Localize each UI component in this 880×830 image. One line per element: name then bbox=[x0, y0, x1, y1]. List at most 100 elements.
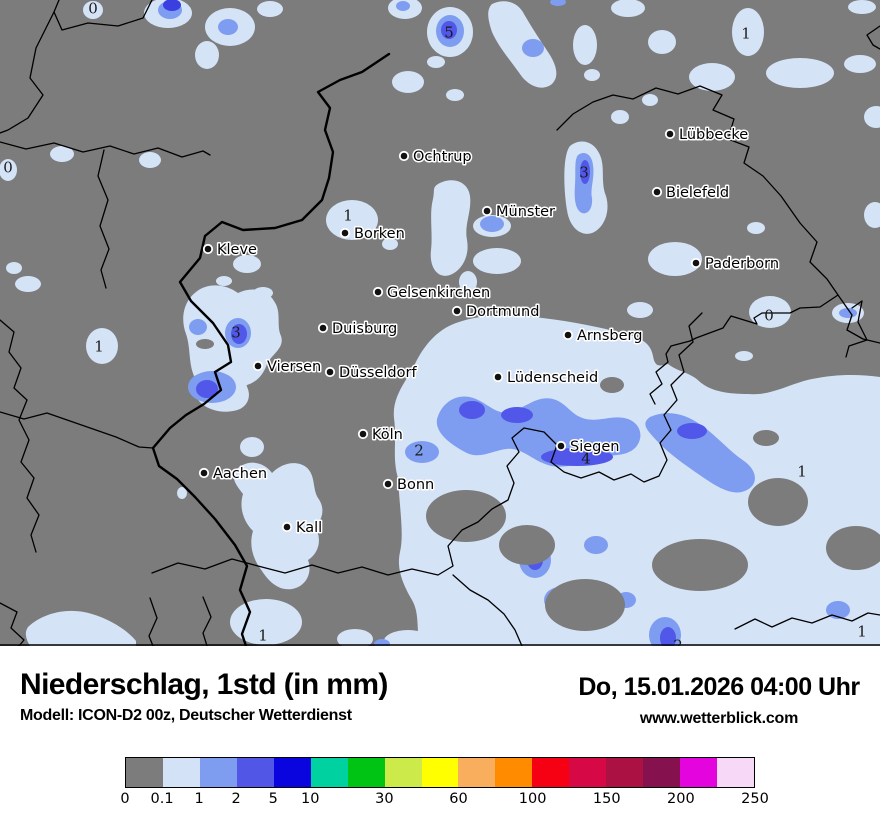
city-label: Bonn bbox=[397, 477, 434, 493]
colorbar-segment bbox=[532, 758, 570, 787]
city-marker: Arnsberg bbox=[562, 327, 644, 346]
colorbar-tick-label: 150 bbox=[592, 791, 621, 807]
city-dot-icon bbox=[382, 478, 394, 490]
colorbar-tick-label: 1 bbox=[194, 791, 204, 807]
city-marker: Duisburg bbox=[317, 320, 399, 339]
city-dot-icon bbox=[252, 360, 264, 372]
colorbar-segment bbox=[421, 758, 459, 787]
colorbar-segment bbox=[126, 758, 163, 787]
city-label: Duisburg bbox=[332, 321, 397, 337]
city-dot-icon bbox=[492, 371, 504, 383]
city-label: Köln bbox=[372, 427, 403, 443]
colorbar-segment bbox=[199, 758, 237, 787]
city-label: Siegen bbox=[570, 439, 619, 455]
city-label: Borken bbox=[354, 226, 405, 242]
city-marker: Siegen bbox=[555, 438, 621, 457]
city-marker: Münster bbox=[481, 203, 557, 222]
colorbar-tick-label: 0.1 bbox=[150, 791, 174, 807]
city-marker: Ochtrup bbox=[398, 148, 473, 167]
city-dot-icon bbox=[664, 128, 676, 140]
city-dot-icon bbox=[481, 205, 493, 217]
city-label: Arnsberg bbox=[577, 328, 642, 344]
city-label: Ochtrup bbox=[413, 149, 472, 165]
rain-heavy-layer bbox=[196, 21, 707, 646]
station-value-label: 1 bbox=[797, 463, 807, 481]
station-value-label: 2 bbox=[414, 442, 424, 460]
colorbar-segment bbox=[310, 758, 348, 787]
city-label: Gelsenkirchen bbox=[387, 285, 490, 301]
city-dot-icon bbox=[317, 322, 329, 334]
station-value-label: 1 bbox=[258, 627, 268, 645]
city-marker: Paderborn bbox=[690, 255, 781, 274]
city-dot-icon bbox=[651, 186, 663, 198]
city-label: Viersen bbox=[267, 359, 321, 375]
city-dot-icon bbox=[324, 366, 336, 378]
city-labels-layer: Ochtrup Lübbecke Münster Bielefeld Borken Kle… bbox=[198, 126, 781, 538]
station-value-label: 0 bbox=[88, 0, 98, 18]
city-label: Dortmund bbox=[466, 304, 539, 320]
station-value-label: 1 bbox=[343, 207, 353, 225]
city-marker: Kall bbox=[281, 519, 324, 538]
city-dot-icon bbox=[451, 305, 463, 317]
city-marker: Gelsenkirchen bbox=[372, 284, 492, 303]
colorbar-tick-label: 60 bbox=[449, 791, 468, 807]
city-marker: Lübbecke bbox=[664, 126, 750, 145]
colorbar-segment bbox=[717, 758, 754, 787]
city-dot-icon bbox=[281, 521, 293, 533]
city-label: Lübbecke bbox=[679, 127, 748, 143]
city-label: Lüdenscheid bbox=[507, 370, 598, 386]
city-dot-icon bbox=[372, 286, 384, 298]
colorbar-segment bbox=[643, 758, 681, 787]
colorbar-tick-label: 250 bbox=[741, 791, 769, 807]
colorbar-tick-label: 100 bbox=[518, 791, 547, 807]
precipitation-colorbar bbox=[125, 757, 755, 788]
station-value-label: 5 bbox=[444, 24, 454, 42]
website-credit: www.wetterblick.com bbox=[639, 710, 799, 727]
colorbar-tick-label: 5 bbox=[268, 791, 278, 807]
city-marker: Kleve bbox=[202, 241, 259, 260]
valid-datetime: Do, 15.01.2026 04:00 Uhr bbox=[578, 673, 860, 701]
station-value-label: 1 bbox=[741, 25, 751, 43]
city-marker: Aachen bbox=[198, 465, 269, 484]
colorbar-segment bbox=[162, 758, 200, 787]
colorbar-segment bbox=[680, 758, 717, 787]
colorbar-segment bbox=[606, 758, 644, 787]
colorbar-tick-label: 2 bbox=[231, 791, 241, 807]
colorbar-tick-label: 200 bbox=[667, 791, 695, 807]
colorbar-segment bbox=[569, 758, 607, 787]
station-value-label: 0 bbox=[3, 159, 13, 177]
dry-holes-layer bbox=[196, 331, 880, 631]
city-marker: Borken bbox=[339, 225, 406, 244]
colorbar-segment bbox=[495, 758, 533, 787]
colorbar-tick-label: 10 bbox=[301, 791, 320, 807]
city-dot-icon bbox=[339, 227, 351, 239]
city-label: Paderborn bbox=[705, 256, 779, 272]
district-borders bbox=[0, 0, 880, 646]
colorbar-tick-label: 0 bbox=[120, 791, 130, 807]
model-info: Modell: ICON-D2 00z, Deutscher Wetterdie… bbox=[20, 707, 352, 724]
city-label: Bielefeld bbox=[666, 185, 729, 201]
colorbar-tick-labels: 0 0.1 1 2 5 10 30 60 100 150 200 250 bbox=[120, 791, 768, 811]
colorbar-segment bbox=[236, 758, 274, 787]
city-dot-icon bbox=[398, 150, 410, 162]
city-label: Kleve bbox=[217, 242, 257, 258]
city-marker: Lüdenscheid bbox=[492, 369, 600, 388]
city-marker: Köln bbox=[357, 426, 404, 445]
city-marker: Dortmund bbox=[451, 303, 541, 322]
city-marker: Bonn bbox=[382, 476, 436, 495]
city-marker: Viersen bbox=[252, 358, 323, 377]
page-title: Niederschlag, 1std (in mm) bbox=[20, 668, 388, 701]
colorbar-segment bbox=[347, 758, 385, 787]
station-value-label: 0 bbox=[764, 307, 774, 325]
colorbar-segment bbox=[384, 758, 422, 787]
city-dot-icon bbox=[202, 243, 214, 255]
station-value-label: 3 bbox=[579, 164, 589, 182]
city-dot-icon bbox=[555, 440, 567, 452]
station-value-label: 3 bbox=[231, 324, 241, 342]
station-value-label: 1 bbox=[94, 338, 104, 356]
city-dot-icon bbox=[198, 467, 210, 479]
colorbar-tick-label: 30 bbox=[375, 791, 394, 807]
